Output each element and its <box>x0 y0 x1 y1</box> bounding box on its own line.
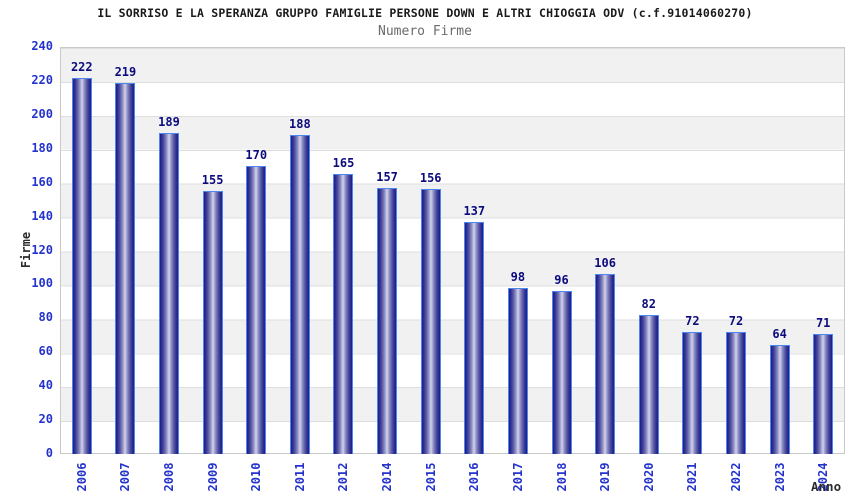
bar <box>638 314 659 454</box>
bar-value-label: 157 <box>376 169 398 184</box>
bar-value-label: 219 <box>114 64 137 79</box>
bar <box>71 77 92 454</box>
bar <box>115 82 136 454</box>
x-tick-label: 2018 <box>554 462 569 492</box>
x-tick-label: 2012 <box>336 462 351 492</box>
x-tick-label: 2020 <box>641 462 656 492</box>
x-tick-label: 2010 <box>249 462 264 492</box>
x-tick-label: 2011 <box>292 462 307 492</box>
bar-value-label: 188 <box>289 117 311 132</box>
bar <box>202 191 223 454</box>
y-tick-label: 200 <box>31 106 53 121</box>
bar <box>595 274 616 454</box>
bar <box>246 165 267 454</box>
x-tick-label: 2006 <box>74 462 89 492</box>
y-tick-label: 100 <box>31 276 53 291</box>
x-tick-label: 2014 <box>380 462 395 492</box>
bar-value-label: 82 <box>641 296 656 311</box>
x-tick-label: 2008 <box>162 462 177 492</box>
y-tick-label: 40 <box>38 378 53 393</box>
bar-value-label: 71 <box>815 315 831 330</box>
bar <box>682 331 703 454</box>
x-tick-label: 2007 <box>118 462 133 492</box>
bar-value-label: 137 <box>463 203 486 218</box>
chart-title: IL SORRISO E LA SPERANZA GRUPPO FAMIGLIE… <box>97 6 753 20</box>
bar-value-label: 155 <box>201 173 224 188</box>
x-tick-label: 2009 <box>205 462 220 492</box>
plot-area <box>60 47 845 454</box>
bar-value-label: 72 <box>728 313 744 328</box>
y-tick-label: 180 <box>31 140 53 155</box>
x-tick-label: 2021 <box>685 462 700 492</box>
x-tick-label: 2017 <box>510 462 525 492</box>
y-tick-label: 160 <box>31 174 53 189</box>
bar-value-label: 165 <box>332 156 355 171</box>
chart-subtitle: Numero Firme <box>378 24 472 39</box>
bar <box>769 345 790 454</box>
x-tick-label: 2015 <box>423 462 438 492</box>
bar <box>725 331 746 454</box>
y-tick-label: 120 <box>31 242 53 257</box>
bar <box>507 287 528 454</box>
y-tick-label: 0 <box>45 446 53 460</box>
x-tick-label: 2023 <box>772 462 787 492</box>
y-tick-label: 20 <box>38 412 53 427</box>
y-tick-label: 80 <box>38 310 53 325</box>
bar <box>159 133 180 454</box>
bar <box>333 174 354 454</box>
y-axis-title: Firme <box>19 231 33 269</box>
bar <box>464 221 485 454</box>
bar-value-label: 72 <box>685 313 700 328</box>
x-tick-label: 2019 <box>598 462 613 492</box>
bar-value-label: 64 <box>772 327 787 342</box>
bar <box>377 187 398 454</box>
bar-value-label: 98 <box>510 269 526 284</box>
x-tick-label: 2022 <box>728 462 743 492</box>
x-tick-label: 2016 <box>467 462 482 492</box>
bar <box>420 189 441 454</box>
bar-value-label: 189 <box>158 115 180 130</box>
bar-value-label: 170 <box>245 147 268 162</box>
bar <box>289 135 310 454</box>
bar <box>813 333 834 454</box>
bar-value-label: 106 <box>594 256 616 271</box>
y-tick-label: 60 <box>38 344 53 359</box>
bar-value-label: 96 <box>554 273 569 288</box>
y-tick-label: 220 <box>31 72 53 87</box>
bar <box>551 291 572 454</box>
bar-value-label: 222 <box>70 59 93 74</box>
y-tick-label: 140 <box>31 208 53 223</box>
y-tick-label: 240 <box>31 39 53 53</box>
bar-value-label: 156 <box>419 171 442 186</box>
x-axis-title: Anno <box>811 479 842 494</box>
